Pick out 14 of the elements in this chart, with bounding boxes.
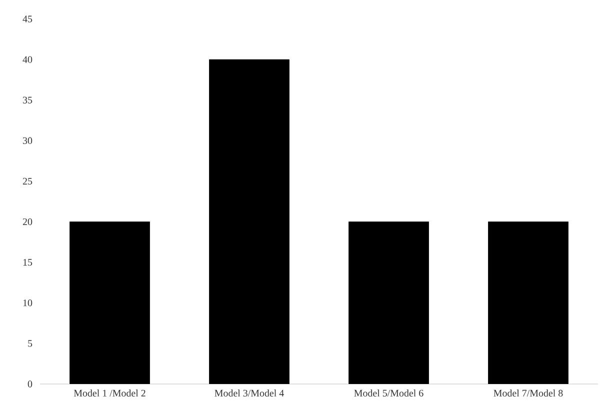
x-tick-label: Model 5/Model 6	[354, 390, 424, 397]
y-tick-label: 40	[22, 56, 32, 63]
y-tick-label: 0	[28, 380, 32, 388]
x-tick-label: Model 3/Model 4	[214, 390, 284, 397]
y-tick-label: 5	[28, 340, 32, 347]
y-tick-label: 20	[22, 218, 32, 226]
y-tick-label: 15	[23, 258, 32, 266]
x-tick-label: Model 1 /Model 2	[74, 390, 146, 397]
y-tick-label: 45	[22, 16, 32, 22]
y-tick-label: 30	[23, 137, 32, 144]
y-tick-label: 10	[23, 300, 32, 306]
x-tick-label: Model 7/Model 8	[494, 390, 563, 397]
y-tick-label: 25	[22, 178, 32, 185]
y-tick-label: 35	[23, 96, 32, 104]
